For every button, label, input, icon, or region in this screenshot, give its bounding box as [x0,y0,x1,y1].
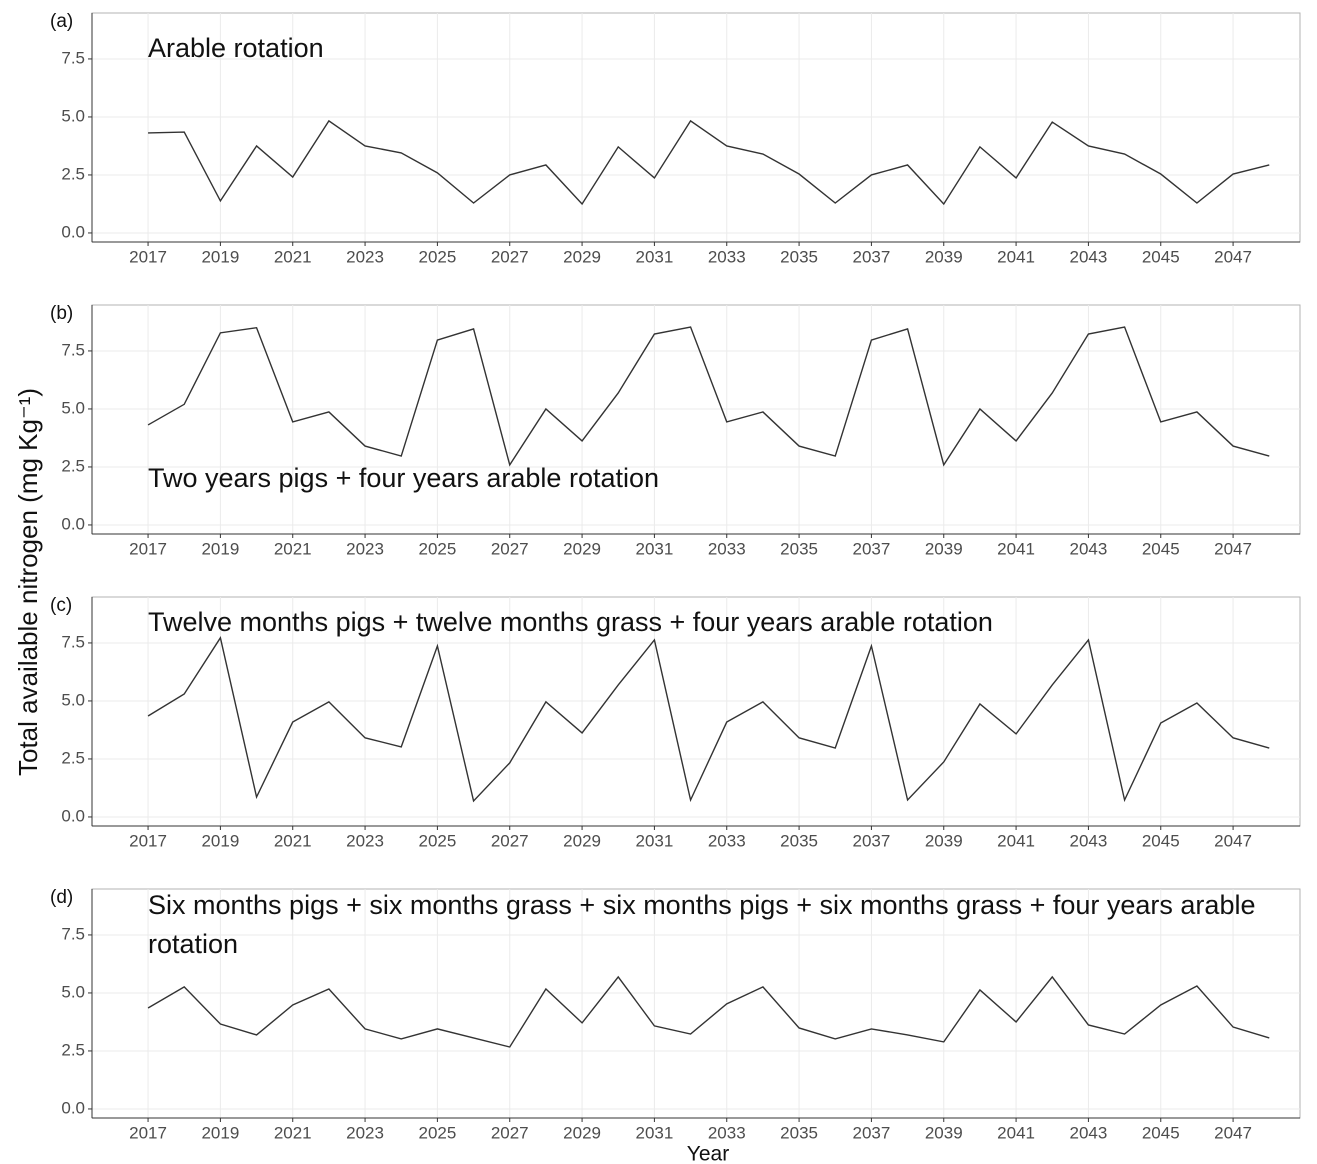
x-tick-label: 2027 [491,831,529,850]
y-tick-label: 7.5 [61,924,85,943]
y-tick-label: 2.5 [61,164,85,183]
y-tick-label: 0.0 [61,222,85,241]
x-tick-label: 2037 [852,1123,890,1142]
x-tick-label: 2021 [274,1123,312,1142]
y-tick-label: 0.0 [61,514,85,533]
y-tick-label: 5.0 [61,398,85,417]
x-tick-label: 2031 [635,1123,673,1142]
x-tick-label: 2027 [491,539,529,558]
x-tick-label: 2041 [997,831,1035,850]
x-tick-label: 2047 [1214,247,1252,266]
x-tick-label: 2027 [491,1123,529,1142]
x-tick-label: 2019 [201,1123,239,1142]
x-tick-label: 2031 [635,247,673,266]
x-tick-label: 2045 [1142,1123,1180,1142]
x-tick-label: 2045 [1142,831,1180,850]
y-tick-label: 0.0 [61,1098,85,1117]
x-tick-label: 2039 [925,539,963,558]
x-tick-label: 2021 [274,539,312,558]
x-tick-label: 2037 [852,831,890,850]
x-tick-label: 2025 [418,831,456,850]
panel-label: (d) [50,887,73,908]
x-tick-label: 2017 [129,539,167,558]
panel-label: (c) [50,595,72,616]
x-tick-label: 2041 [997,539,1035,558]
x-tick-label: 2021 [274,831,312,850]
x-tick-label: 2045 [1142,539,1180,558]
x-tick-label: 2029 [563,1123,601,1142]
x-tick-label: 2023 [346,539,384,558]
x-tick-label: 2035 [780,539,818,558]
data-line [147,636,1270,803]
y-tick-label: 7.5 [61,340,85,359]
y-tick-label: 5.0 [61,690,85,709]
x-tick-label: 2037 [852,539,890,558]
x-tick-label: 2033 [708,247,746,266]
x-tick-label: 2039 [925,1123,963,1142]
panel-label: (b) [50,303,73,324]
y-tick-label: 2.5 [61,1040,85,1059]
x-axis-label: Year [687,1143,729,1164]
x-tick-label: 2035 [780,1123,818,1142]
y-tick-label: 7.5 [61,48,85,67]
panel-title: Six months pigs + six months grass + six… [148,890,1256,959]
x-tick-label: 2047 [1214,1123,1252,1142]
y-tick-label: 2.5 [61,456,85,475]
panel-title: Arable rotation [148,32,324,63]
x-tick-label: 2017 [129,247,167,266]
y-axis-label: Total available nitrogen (mg Kg⁻¹) [13,388,43,776]
x-tick-label: 2019 [201,247,239,266]
y-tick-label: 7.5 [61,632,85,651]
x-tick-label: 2041 [997,247,1035,266]
panel-title: Two years pigs + four years arable rotat… [148,463,660,493]
data-line [148,119,1270,206]
y-tick-label: 5.0 [61,106,85,125]
x-tick-label: 2027 [491,247,529,266]
y-tick-label: 5.0 [61,982,85,1001]
x-tick-label: 2029 [563,247,601,266]
x-tick-label: 2019 [201,831,239,850]
x-tick-label: 2031 [635,831,673,850]
x-tick-label: 2047 [1214,539,1252,558]
x-tick-label: 2043 [1070,1123,1108,1142]
panel-label: (a) [50,11,73,32]
x-tick-label: 2043 [1070,539,1108,558]
x-tick-label: 2029 [563,539,601,558]
x-tick-label: 2035 [780,247,818,266]
panel-title: Twelve months pigs + twelve months grass… [148,607,993,637]
y-tick-label: 2.5 [61,748,85,767]
x-tick-label: 2035 [780,831,818,850]
x-tick-label: 2033 [708,831,746,850]
x-tick-label: 2023 [346,1123,384,1142]
y-tick-label: 0.0 [61,806,85,825]
x-tick-label: 2043 [1070,831,1108,850]
x-tick-label: 2047 [1214,831,1252,850]
data-line [147,975,1270,1048]
x-tick-label: 2021 [274,247,312,266]
x-tick-label: 2039 [925,247,963,266]
x-tick-label: 2025 [418,1123,456,1142]
x-tick-label: 2017 [129,1123,167,1142]
x-tick-label: 2045 [1142,247,1180,266]
x-tick-label: 2017 [129,831,167,850]
x-tick-label: 2031 [635,539,673,558]
x-tick-label: 2025 [418,539,456,558]
x-tick-label: 2033 [708,1123,746,1142]
x-tick-label: 2023 [346,831,384,850]
data-line [147,326,1270,467]
x-tick-label: 2033 [708,539,746,558]
x-tick-label: 2019 [201,539,239,558]
x-tick-label: 2041 [997,1123,1035,1142]
x-tick-label: 2029 [563,831,601,850]
x-tick-label: 2043 [1070,247,1108,266]
x-tick-label: 2025 [418,247,456,266]
x-tick-label: 2023 [346,247,384,266]
x-tick-label: 2039 [925,831,963,850]
x-tick-label: 2037 [852,247,890,266]
